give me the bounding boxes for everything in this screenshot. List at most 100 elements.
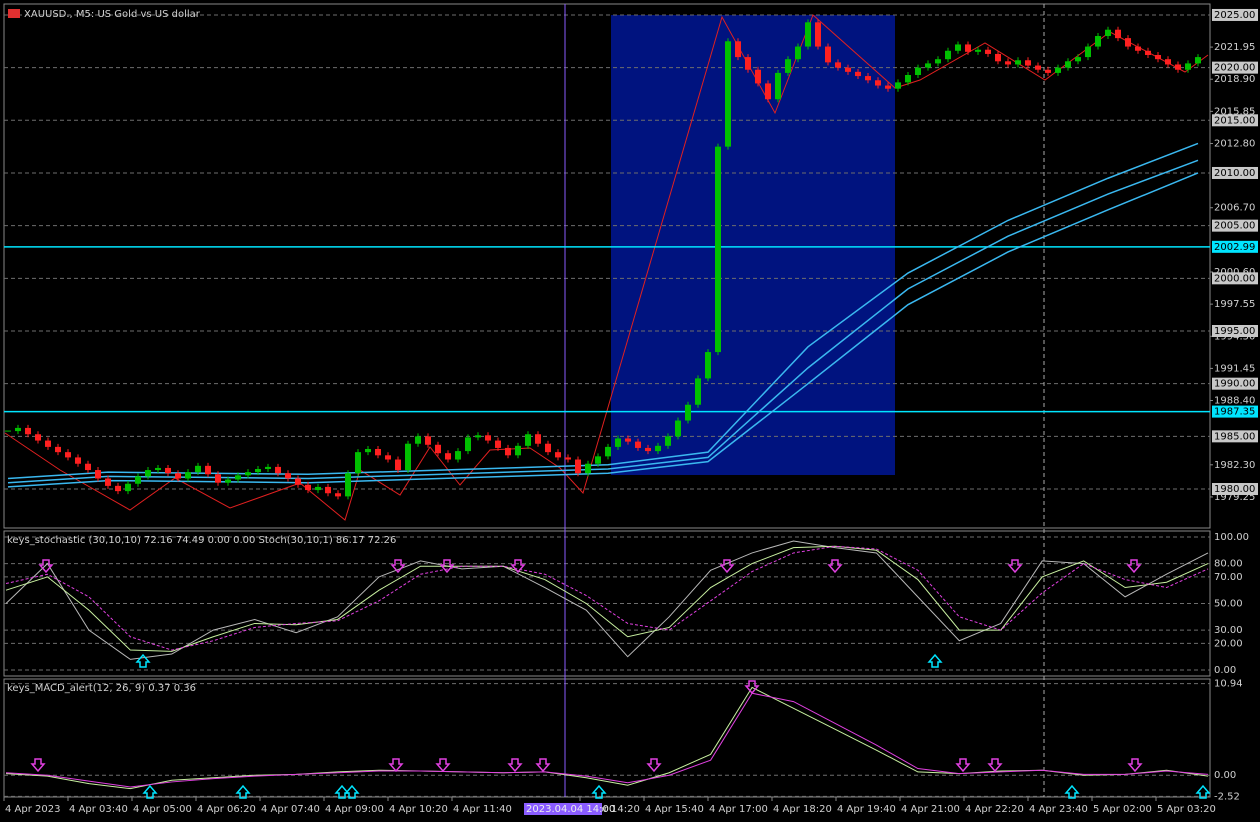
candle	[15, 427, 21, 432]
sell-arrow	[38, 559, 54, 574]
candle	[1055, 67, 1061, 73]
candle	[475, 435, 481, 438]
sell-arrow	[535, 758, 551, 773]
level-box	[1212, 114, 1258, 127]
candle	[135, 476, 141, 484]
price-label: 1997.55	[1214, 299, 1255, 310]
buy-arrow	[142, 784, 158, 799]
level-box	[1212, 483, 1258, 496]
time-label: 4 Apr 17:00	[709, 804, 768, 815]
candle	[625, 438, 631, 442]
hline-box	[1212, 405, 1258, 418]
level-box	[1212, 272, 1258, 285]
candle	[225, 479, 231, 483]
candle	[1075, 57, 1081, 62]
sell-arrow	[1126, 559, 1142, 574]
candle	[655, 445, 661, 452]
price-label: 2006.70	[1214, 203, 1255, 214]
level-label: 2010.00	[1214, 168, 1255, 179]
candle	[455, 451, 461, 460]
buy-arrow	[235, 784, 251, 799]
candle	[75, 457, 81, 464]
candle	[195, 465, 201, 473]
candle	[1135, 46, 1141, 51]
candle	[415, 436, 421, 444]
candle	[755, 69, 761, 84]
indicator-line	[5, 540, 1209, 660]
sell-arrow	[646, 758, 662, 773]
sell-arrow	[827, 559, 843, 574]
symbol-title: XAUUSD., M5: US Gold vs US dollar	[24, 9, 201, 20]
candle	[405, 443, 411, 471]
candle	[55, 446, 61, 453]
sell-arrow	[955, 758, 971, 773]
candle	[185, 472, 191, 479]
buy-arrow	[135, 653, 151, 668]
candle	[25, 427, 31, 435]
time-label: 4 Apr 05:00	[133, 804, 192, 815]
macd-label: keys_MACD_alert(12, 26, 9) 0.37 0.36	[7, 683, 196, 694]
indicator-tick-label: 50.00	[1214, 599, 1243, 610]
candle	[885, 85, 891, 89]
indicator-tick-label: 0.00	[1214, 665, 1236, 676]
candle	[595, 456, 601, 464]
candle	[955, 44, 961, 51]
candle	[565, 457, 571, 460]
hline-label: 2002.99	[1214, 242, 1255, 253]
candle	[975, 49, 981, 52]
level-box	[1212, 430, 1258, 443]
candle	[325, 486, 331, 494]
candle	[105, 478, 111, 486]
candle	[95, 470, 101, 479]
candle	[1125, 38, 1131, 47]
time-label: 4 Apr 03:40	[69, 804, 128, 815]
price-label: 1991.45	[1214, 363, 1255, 374]
candle	[1015, 60, 1021, 65]
candle	[495, 440, 501, 448]
time-label: 5 Apr 02:00	[1093, 804, 1152, 815]
time-label: 4 Apr 21:00	[901, 804, 960, 815]
candle	[605, 446, 611, 457]
time-label: 4 Apr 19:40	[837, 804, 896, 815]
candle	[435, 444, 441, 454]
candle	[485, 435, 491, 441]
level-label: 1995.00	[1214, 326, 1255, 337]
indicator-tick-label: 80.00	[1214, 559, 1243, 570]
buy-arrow	[1064, 784, 1080, 799]
candle	[525, 434, 531, 446]
candle	[265, 466, 271, 470]
candle	[985, 49, 991, 54]
indicator-line	[5, 686, 1209, 790]
candle	[1095, 36, 1101, 47]
candle	[1085, 46, 1091, 58]
candle	[85, 463, 91, 471]
price-label: 2012.80	[1214, 138, 1255, 149]
candle	[795, 46, 801, 60]
indicator-tick-label: 10.94	[1214, 679, 1243, 690]
candle	[65, 452, 71, 458]
candle	[465, 437, 471, 452]
flag-icon	[8, 9, 20, 18]
candle	[1105, 29, 1111, 37]
sell-arrow	[390, 559, 406, 574]
time-label: 4 Apr 14:20	[581, 804, 640, 815]
candle	[145, 470, 151, 477]
price-label: 2018.90	[1214, 74, 1255, 85]
indicator-line	[5, 545, 1209, 652]
candle	[545, 443, 551, 453]
price-panel	[3, 3, 1211, 529]
candle	[215, 474, 221, 483]
level-box	[1212, 166, 1258, 179]
candle	[1035, 65, 1041, 70]
candle	[945, 50, 951, 60]
level-label: 2020.00	[1214, 63, 1255, 74]
candle	[285, 473, 291, 479]
price-label: 1988.40	[1214, 396, 1255, 407]
candle	[865, 76, 871, 81]
candle	[635, 441, 641, 448]
candle	[815, 22, 821, 47]
candle	[375, 448, 381, 456]
candle	[995, 53, 1001, 62]
candle	[895, 82, 901, 89]
candle	[155, 467, 161, 471]
